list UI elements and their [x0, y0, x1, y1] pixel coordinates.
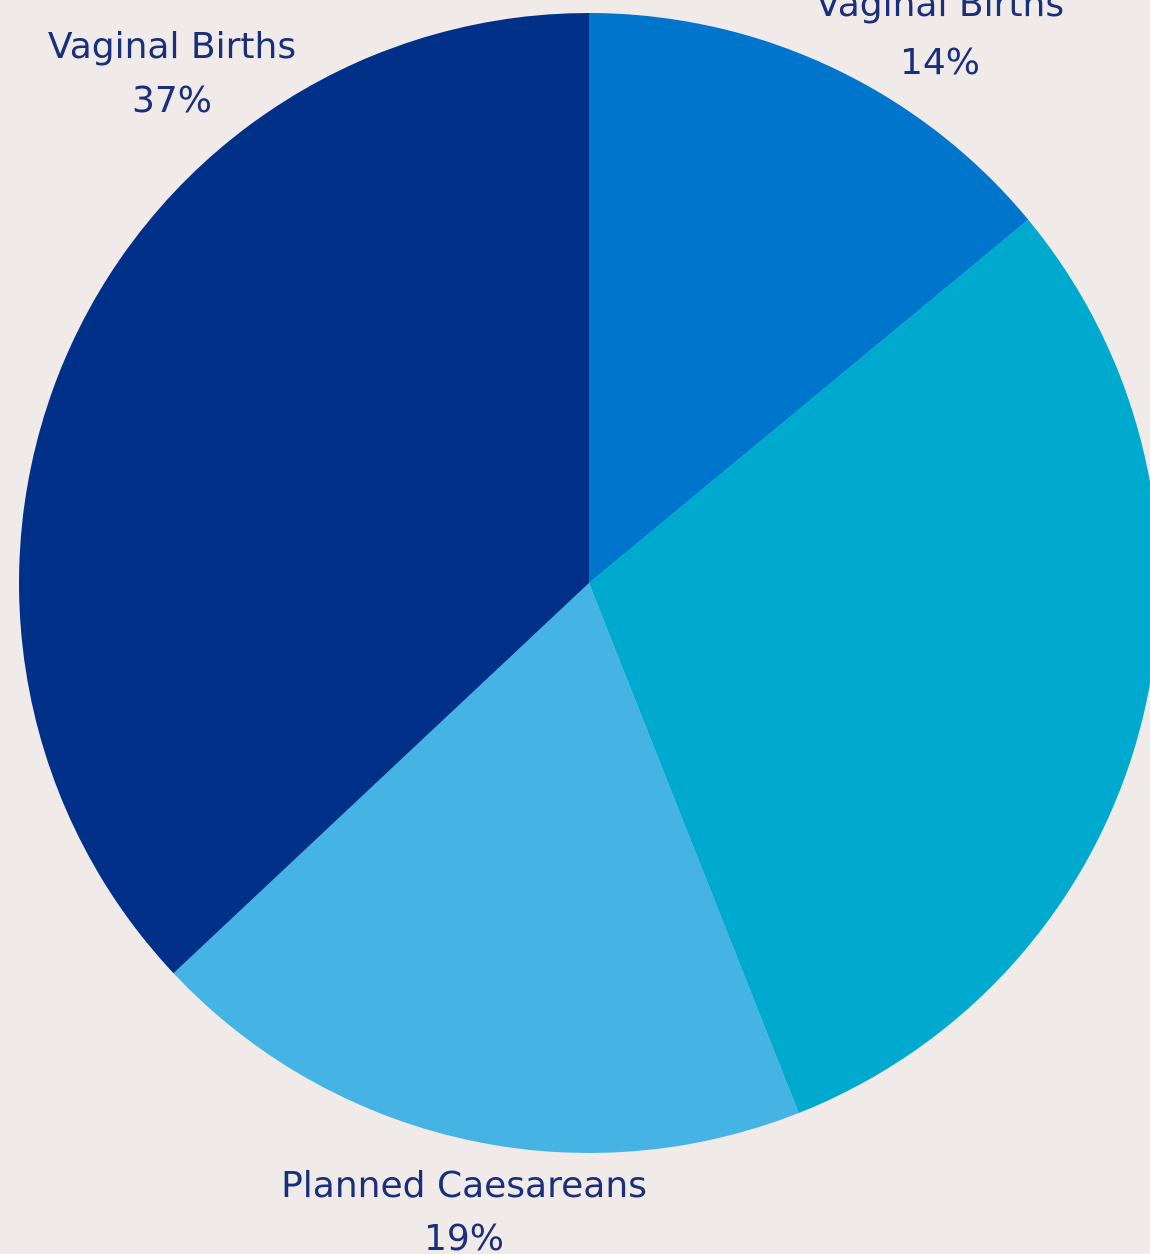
slice-label-planned-caesareans: Planned Caesareans	[281, 1165, 647, 1206]
slice-label-vaginal-births-14: Vaginal Births	[816, 0, 1064, 25]
slice-value-planned-caesareans: 19%	[424, 1218, 504, 1254]
pie-labels: Vaginal Births 14% Vaginal Births 37% Pl…	[48, 0, 1064, 1254]
pie-slices	[19, 13, 1150, 1153]
pie-slice-3	[173, 583, 799, 1153]
slice-value-vaginal-births-14: 14%	[900, 42, 980, 83]
pie-slice-2	[589, 219, 1150, 1113]
slice-label-vaginal-births-37: Vaginal Births	[48, 26, 296, 67]
slice-value-vaginal-births-37: 37%	[132, 80, 212, 121]
pie-slice-4	[19, 13, 590, 974]
pie-slice-1	[589, 13, 1029, 583]
